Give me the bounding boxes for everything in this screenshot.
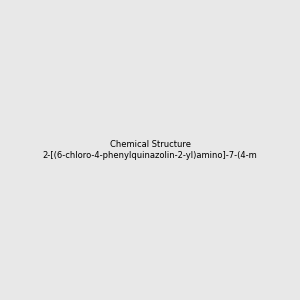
Text: Chemical Structure
2-[(6-chloro-4-phenylquinazolin-2-yl)amino]-7-(4-m: Chemical Structure 2-[(6-chloro-4-phenyl… (43, 140, 257, 160)
